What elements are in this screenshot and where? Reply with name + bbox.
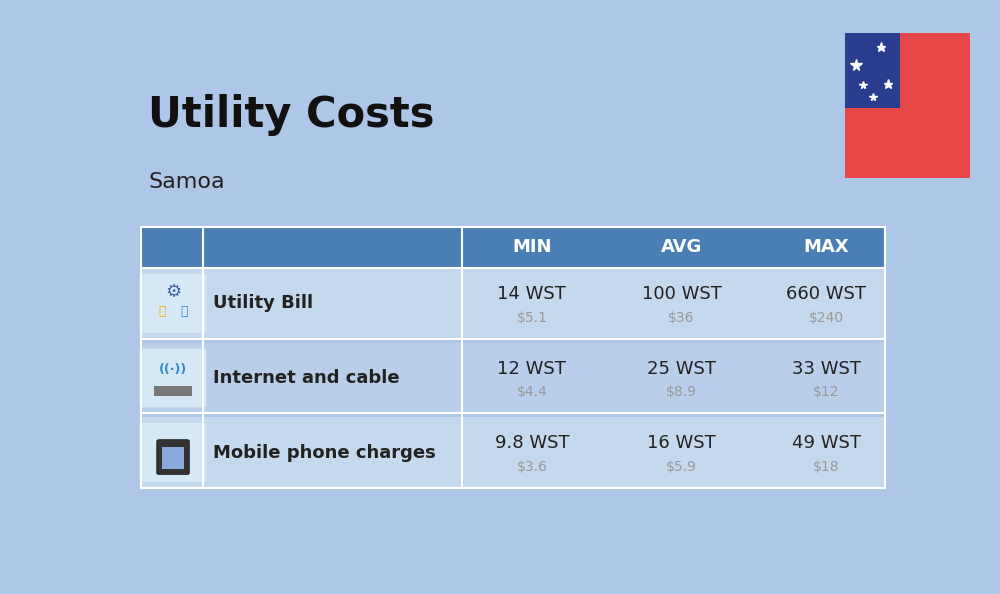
Bar <box>845 33 900 108</box>
Text: ((·)): ((·)) <box>159 363 187 376</box>
Bar <box>140 417 885 488</box>
Text: MIN: MIN <box>512 238 552 257</box>
Bar <box>154 386 192 396</box>
Text: ⚙: ⚙ <box>165 283 181 301</box>
Text: MAX: MAX <box>804 238 849 257</box>
Text: 100 WST: 100 WST <box>642 285 721 303</box>
Text: Utility Costs: Utility Costs <box>148 94 435 136</box>
Text: $8.9: $8.9 <box>666 385 697 399</box>
FancyBboxPatch shape <box>140 423 206 482</box>
FancyBboxPatch shape <box>140 349 206 407</box>
FancyBboxPatch shape <box>140 274 206 333</box>
Text: 33 WST: 33 WST <box>792 360 861 378</box>
Text: $36: $36 <box>668 311 695 324</box>
Text: 49 WST: 49 WST <box>792 434 861 452</box>
Text: 9.8 WST: 9.8 WST <box>495 434 569 452</box>
Text: Samoa: Samoa <box>148 172 225 192</box>
Text: 14 WST: 14 WST <box>497 285 566 303</box>
Text: 🔋: 🔋 <box>158 305 166 318</box>
Text: 16 WST: 16 WST <box>647 434 716 452</box>
Text: 660 WST: 660 WST <box>786 285 866 303</box>
Text: 12 WST: 12 WST <box>497 360 566 378</box>
Text: Utility Bill: Utility Bill <box>213 295 313 312</box>
Bar <box>140 227 885 268</box>
Text: 💧: 💧 <box>180 305 188 318</box>
Text: $240: $240 <box>809 311 844 324</box>
FancyBboxPatch shape <box>843 29 972 182</box>
Text: $5.1: $5.1 <box>516 311 547 324</box>
Bar <box>140 268 885 339</box>
Text: Internet and cable: Internet and cable <box>213 369 400 387</box>
Text: $18: $18 <box>813 460 840 473</box>
Text: Mobile phone charges: Mobile phone charges <box>213 444 436 462</box>
Bar <box>162 447 184 469</box>
Text: $5.9: $5.9 <box>666 460 697 473</box>
FancyBboxPatch shape <box>157 440 189 475</box>
Text: 25 WST: 25 WST <box>647 360 716 378</box>
Text: $12: $12 <box>813 385 840 399</box>
Bar <box>140 343 885 413</box>
Text: AVG: AVG <box>661 238 702 257</box>
Text: $3.6: $3.6 <box>516 460 547 473</box>
Text: $4.4: $4.4 <box>516 385 547 399</box>
